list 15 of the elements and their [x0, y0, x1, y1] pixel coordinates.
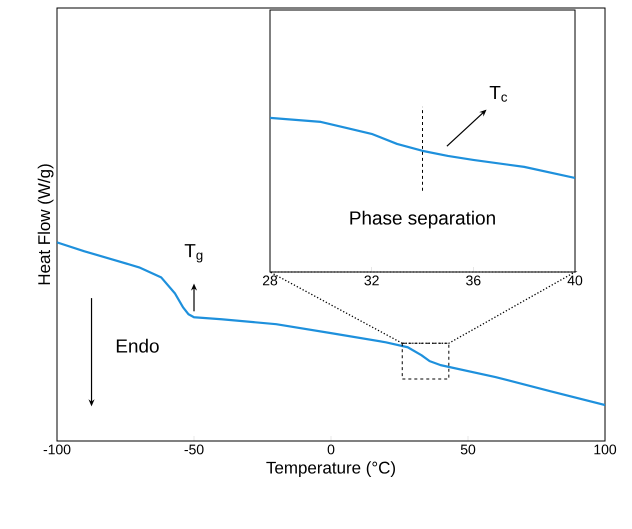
y-axis-title: Heat Flow (W/g) [38, 164, 54, 284]
ref-line-label: T$_{c}$ [490, 86, 508, 102]
x-tick-label: 40 [568, 276, 582, 286]
annotation: Phase separation [350, 210, 495, 228]
x-tick-label: -100 [44, 444, 70, 454]
x-tick-label: 0 [328, 444, 334, 454]
x-tick-label: -50 [184, 444, 204, 454]
annotation: T$_{g}$ [184, 244, 202, 262]
x-tick-label: 28 [262, 276, 278, 286]
annotation: Endo [116, 338, 159, 353]
x-tick-label: 32 [364, 276, 379, 286]
x-tick-label: 36 [466, 276, 480, 286]
x-tick-label: 50 [460, 444, 476, 454]
x-axis-title: Temperature (°C) [266, 461, 395, 478]
x-tick-label: 100 [594, 444, 616, 454]
